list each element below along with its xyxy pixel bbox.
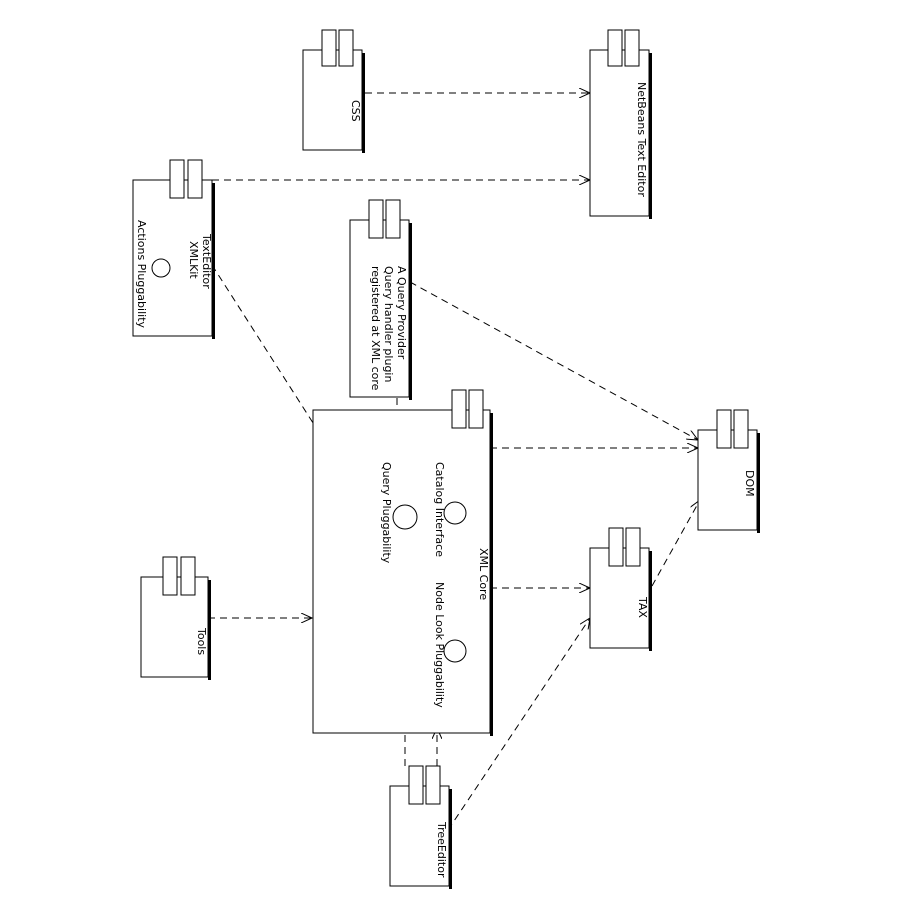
interface-catalog-label: Catalog Interface: [433, 462, 446, 557]
component-netbeans-text-editor[interactable]: NetBeans Text Editor: [589, 29, 652, 219]
interface-query-pluggability-label: Query Pluggability: [380, 462, 393, 564]
component-tools-tab: [162, 556, 178, 596]
component-tax[interactable]: TAX: [589, 527, 652, 651]
dep-tax-to-dom: [651, 500, 700, 587]
component-dom[interactable]: DOM: [697, 409, 760, 533]
dep-queryprovider-to-dom: [409, 281, 698, 440]
component-netbeans-text-editor-tab: [624, 29, 640, 67]
interface-catalog-lollipop: [443, 501, 467, 525]
component-tools-box: [140, 576, 209, 678]
component-xml-core[interactable]: XML Core Catalog Interface Node Look Plu…: [312, 389, 493, 736]
component-treeeditor[interactable]: TreeEditor: [389, 765, 452, 889]
component-texteditor-name: TextEditor: [200, 233, 213, 289]
interface-query-pluggability-lollipop: [392, 504, 418, 530]
component-tax-tab: [625, 527, 641, 567]
dep-treeeditor-to-tax: [447, 618, 590, 831]
component-dom-name: DOM: [743, 470, 756, 497]
interface-xmlkit-label: XMLKit: [187, 241, 200, 279]
component-query-provider-box: [349, 219, 410, 398]
component-treeeditor-tab: [425, 765, 441, 805]
component-texteditor-tab: [187, 159, 203, 199]
component-tools[interactable]: Tools: [140, 556, 211, 680]
component-xml-core-tab: [451, 389, 467, 429]
component-dom-tab: [733, 409, 749, 449]
component-texteditor-tab: [169, 159, 185, 199]
interface-node-look-lollipop: [443, 639, 467, 663]
interface-node-look-label: Node Look Pluggability: [433, 582, 446, 708]
component-texteditor-box: [132, 179, 213, 337]
component-css-tab: [338, 29, 354, 67]
component-tax-tab: [608, 527, 624, 567]
component-tax-name: TAX: [636, 596, 649, 618]
component-netbeans-text-editor-box: [589, 49, 650, 217]
component-xml-core-name: XML Core: [477, 548, 490, 600]
component-css-tab: [321, 29, 337, 67]
component-tools-name: Tools: [195, 627, 208, 655]
component-texteditor[interactable]: TextEditor XMLKit Actions Pluggability: [132, 159, 215, 339]
component-query-provider-tab: [368, 199, 384, 239]
component-dom-tab: [716, 409, 732, 449]
component-css[interactable]: CSS: [302, 29, 365, 153]
component-treeeditor-name: TreeEditor: [435, 821, 448, 878]
interface-actions-pluggability-label: Actions Pluggability: [135, 220, 148, 329]
component-query-provider-tab: [385, 199, 401, 239]
component-xml-core-box: [312, 409, 491, 734]
component-netbeans-text-editor-tab: [607, 29, 623, 67]
component-treeeditor-tab: [408, 765, 424, 805]
component-query-provider-line-1: A Query Provider: [395, 266, 408, 360]
component-query-provider-line-3: registered at XML core: [369, 266, 382, 391]
component-css-name: CSS: [349, 100, 362, 122]
component-tools-tab: [180, 556, 196, 596]
component-xml-core-tab: [468, 389, 484, 429]
component-query-provider[interactable]: A Query Provider Query handler plugin re…: [349, 199, 412, 400]
component-netbeans-text-editor-name: NetBeans Text Editor: [635, 82, 648, 197]
component-query-provider-line-2: Query handler plugin: [382, 266, 395, 382]
interface-xmlkit-lollipop: [151, 258, 171, 278]
